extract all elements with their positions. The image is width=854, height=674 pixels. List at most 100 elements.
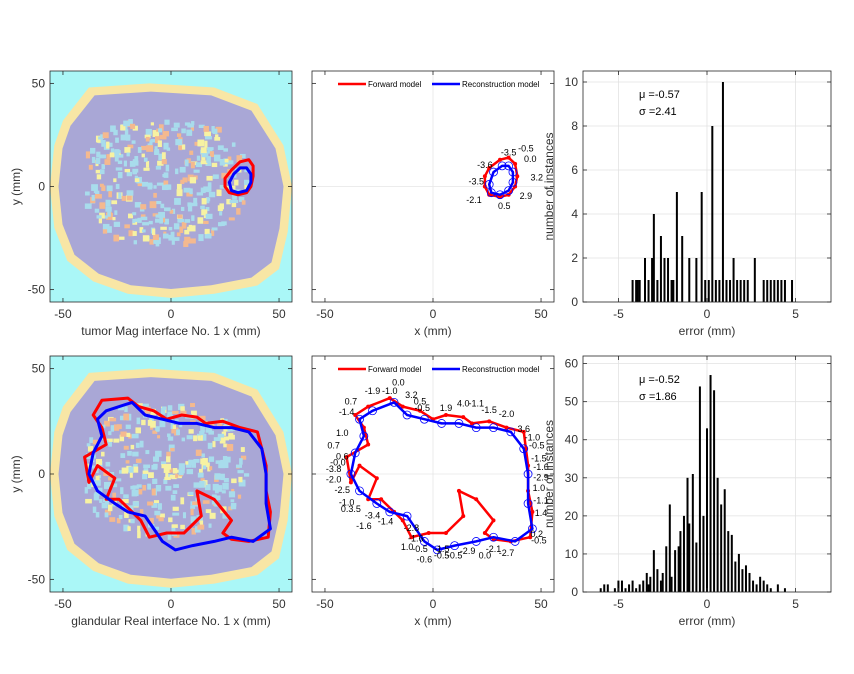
- tumor-map-tissue-cell: [134, 156, 139, 162]
- tumor-map-tissue-cell: [155, 165, 162, 170]
- tumor-map-tissue-cell: [196, 192, 204, 196]
- tumor-map-tissue-cell: [228, 217, 235, 221]
- glandular-contours-xtick-label: 0: [430, 597, 437, 611]
- tumor-map-tissue-cell: [201, 198, 207, 205]
- tumor-map-tissue-cell: [187, 123, 194, 128]
- tumor-map-tissue-cell: [208, 191, 216, 198]
- glandular-histogram-bar: [674, 550, 677, 592]
- tumor-map-tissue-cell: [147, 182, 153, 190]
- tumor-map-tissue-cell: [126, 195, 132, 201]
- glandular-map-tissue-cell: [145, 450, 150, 455]
- glandular-map-tissue-cell: [155, 484, 162, 491]
- tumor-map-tissue-cell: [221, 172, 229, 179]
- tumor-map-tissue-cell: [98, 217, 103, 224]
- tumor-map-tissue-cell: [99, 183, 104, 187]
- tumor-map-tissue-cell: [153, 185, 157, 189]
- glandular-contours-error-label: -2.9: [533, 472, 549, 482]
- tumor-map-tissue-cell: [200, 147, 207, 154]
- glandular-histogram-bar: [698, 386, 701, 592]
- tumor-map-tissue-cell: [244, 168, 249, 173]
- glandular-map-tissue-cell: [104, 482, 109, 489]
- tumor-map-tissue-cell: [188, 225, 196, 232]
- tumor-map-tissue-cell: [190, 161, 195, 169]
- glandular-contours-error-label: -1.0: [339, 498, 355, 508]
- glandular-contours-error-label: -2.5: [334, 485, 350, 495]
- tumor-map-tissue-cell: [207, 182, 212, 188]
- tumor-map-tissue-cell: [197, 217, 204, 224]
- tumor-map-tissue-cell: [96, 215, 102, 219]
- glandular-map-tissue-cell: [185, 461, 190, 465]
- glandular-map-ytick-label: 50: [32, 362, 46, 376]
- tumor-map-tissue-cell: [113, 178, 117, 183]
- tumor-map-tissue-cell: [219, 211, 223, 216]
- glandular-map-tissue-cell: [104, 512, 109, 518]
- glandular-contours-error-label: -2.7: [499, 548, 515, 558]
- tumor-map-tissue-cell: [203, 186, 210, 193]
- glandular-map-tissue-cell: [201, 433, 207, 441]
- tumor-histogram-bar: [659, 236, 662, 302]
- tumor-map-tissue-cell: [161, 184, 169, 191]
- tumor-contours-error-label: 0.5: [498, 201, 511, 211]
- tumor-map-tissue-cell: [145, 161, 150, 168]
- tumor-map-tissue-cell: [205, 197, 210, 204]
- tumor-map-tissue-cell: [111, 200, 118, 205]
- tumor-map-tissue-cell: [177, 214, 183, 219]
- glandular-map-tissue-cell: [109, 417, 117, 422]
- tumor-map-tissue-cell: [234, 179, 239, 186]
- tumor-histogram-bar: [762, 280, 765, 302]
- glandular-contours-error-label: -0.5: [412, 544, 428, 554]
- glandular-map-tissue-cell: [214, 473, 221, 480]
- tumor-map-tissue-cell: [103, 215, 108, 219]
- glandular-map-tissue-cell: [108, 476, 113, 481]
- tumor-histogram-ytick-label: 0: [571, 295, 578, 309]
- tumor-map-tissue-cell: [194, 141, 200, 146]
- glandular-map-tissue-cell: [167, 436, 174, 441]
- glandular-histogram-bar: [741, 569, 744, 592]
- glandular-map-tissue-cell: [95, 475, 100, 481]
- glandular-contours-forward-marker: [374, 476, 379, 481]
- tumor-map-tissue-cell: [217, 145, 224, 150]
- tumor-map-tissue-cell: [204, 228, 210, 235]
- glandular-map-tissue-cell: [188, 459, 194, 466]
- glandular-map-tissue-cell: [136, 484, 142, 488]
- glandular-contours-reconstruction-marker: [489, 423, 498, 433]
- tumor-map-tissue-cell: [84, 191, 90, 196]
- glandular-map-tissue-cell: [107, 481, 112, 487]
- tumor-map-tissue-cell: [211, 229, 215, 236]
- glandular-contours-reconstruction-marker: [450, 541, 460, 551]
- glandular-map-tissue-cell: [221, 490, 226, 494]
- glandular-map-tissue-cell: [220, 418, 225, 422]
- glandular-map-tissue-cell: [223, 478, 229, 483]
- tumor-map-tissue-cell: [214, 136, 221, 141]
- tumor-map-tissue-cell: [236, 155, 243, 163]
- glandular-histogram-bar: [677, 546, 680, 592]
- glandular-contours-forward-marker: [400, 404, 405, 409]
- tumor-map-tissue-cell: [137, 181, 143, 187]
- glandular-contours-reconstruction-marker: [510, 537, 520, 546]
- glandular-map-tissue-cell: [156, 514, 160, 519]
- tumor-map-tissue-cell: [186, 129, 193, 136]
- glandular-map-tissue-cell: [132, 451, 139, 457]
- glandular-map-tissue-cell: [188, 429, 194, 434]
- tumor-map-tissue-cell: [160, 226, 167, 230]
- tumor-map-tissue-cell: [176, 183, 182, 190]
- glandular-map-tissue-cell: [139, 509, 144, 515]
- tumor-map-tissue-cell: [159, 134, 167, 140]
- glandular-histogram-bar: [668, 504, 671, 592]
- tumor-map-tissue-cell: [161, 159, 167, 165]
- tumor-map-tissue-cell: [156, 200, 162, 205]
- tumor-map-tissue-cell: [161, 183, 167, 187]
- tumor-contours-error-label: 3.2: [530, 172, 543, 182]
- tumor-contours-xtick-label: 50: [534, 307, 548, 321]
- glandular-contours-error-label: 3.2: [405, 390, 418, 400]
- tumor-map-tissue-cell: [114, 210, 118, 215]
- tumor-contours-reconstruction-marker: [508, 177, 518, 187]
- glandular-histogram-bar: [783, 588, 786, 592]
- glandular-histogram-bar: [665, 546, 668, 592]
- tumor-map-tissue-cell: [148, 220, 153, 225]
- tumor-map-tissue-cell: [149, 201, 157, 209]
- tumor-map-tissue-cell: [187, 205, 193, 212]
- tumor-map-tissue-cell: [113, 129, 118, 136]
- glandular-map-tissue-cell: [197, 472, 204, 478]
- glandular-map-tissue-cell: [193, 459, 200, 463]
